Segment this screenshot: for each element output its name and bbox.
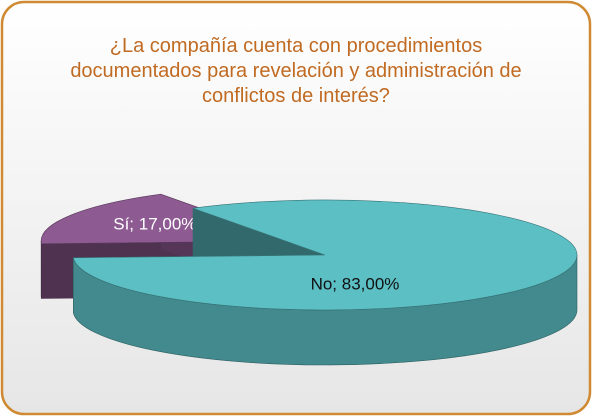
slice-top	[72, 199, 578, 311]
data-label: No; 83,00%	[311, 274, 400, 293]
chart-title: ¿La compañía cuenta con procedimientos d…	[70, 35, 522, 107]
data-label: Sí; 17,00%	[113, 215, 196, 234]
